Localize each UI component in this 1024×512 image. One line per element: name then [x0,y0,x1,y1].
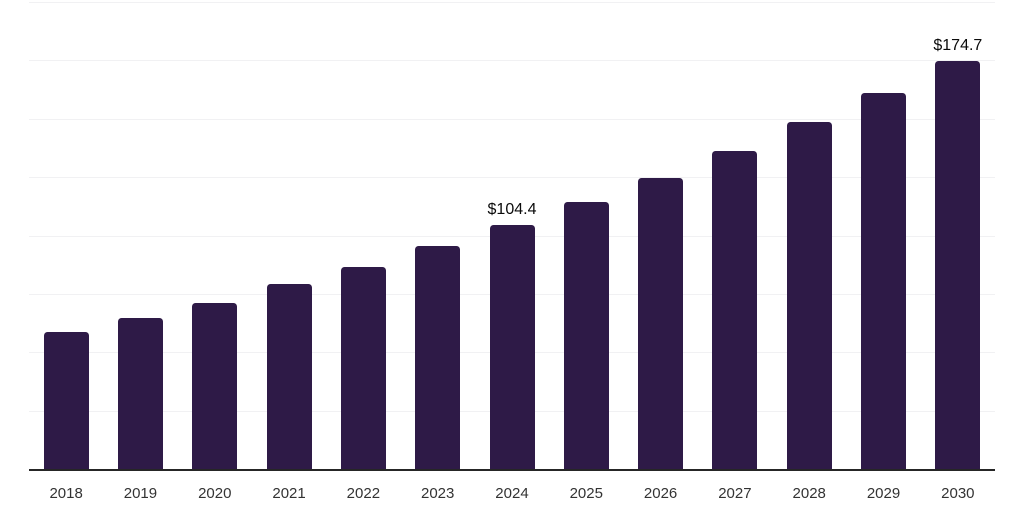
gridline-125 [29,177,995,179]
x-tick-label-2026: 2026 [643,485,678,502]
x-tick-label-2027: 2027 [718,485,752,502]
x-tick-label-2021: 2021 [272,485,306,502]
bar-2028 [786,122,832,469]
bar-2025 [563,201,609,469]
x-tick-label-2022: 2022 [346,485,381,502]
gridline-150 [29,118,995,120]
gridline-200 [29,2,995,3]
bar-2030 [935,61,981,469]
x-tick-label-2024: 2024 [495,485,529,502]
x-axis-line [29,469,995,471]
x-tick-label-2018: 2018 [49,485,83,502]
bar-2026 [638,177,684,469]
x-tick-label-2023: 2023 [420,485,455,502]
bar-2018 [43,332,89,469]
bar-2024 [489,225,535,469]
gridline-175 [29,60,995,62]
data-label-2030: $174.7 [933,37,983,55]
x-tick-label-2029: 2029 [866,485,901,502]
bar-2019 [117,318,163,469]
bar-2029 [861,93,907,469]
bar-2027 [712,151,758,469]
x-tick-label-2020: 2020 [198,485,232,502]
x-tick-label-2019: 2019 [123,485,158,502]
x-tick-label-2028: 2028 [792,485,826,502]
bar-2023 [415,245,461,469]
x-tick-label-2030: 2030 [941,485,975,502]
bar-2020 [192,302,238,469]
bar-2022 [340,266,386,469]
bar-2021 [266,284,312,469]
x-tick-label-2025: 2025 [569,485,603,502]
data-label-2024: $104.4 [487,201,537,219]
